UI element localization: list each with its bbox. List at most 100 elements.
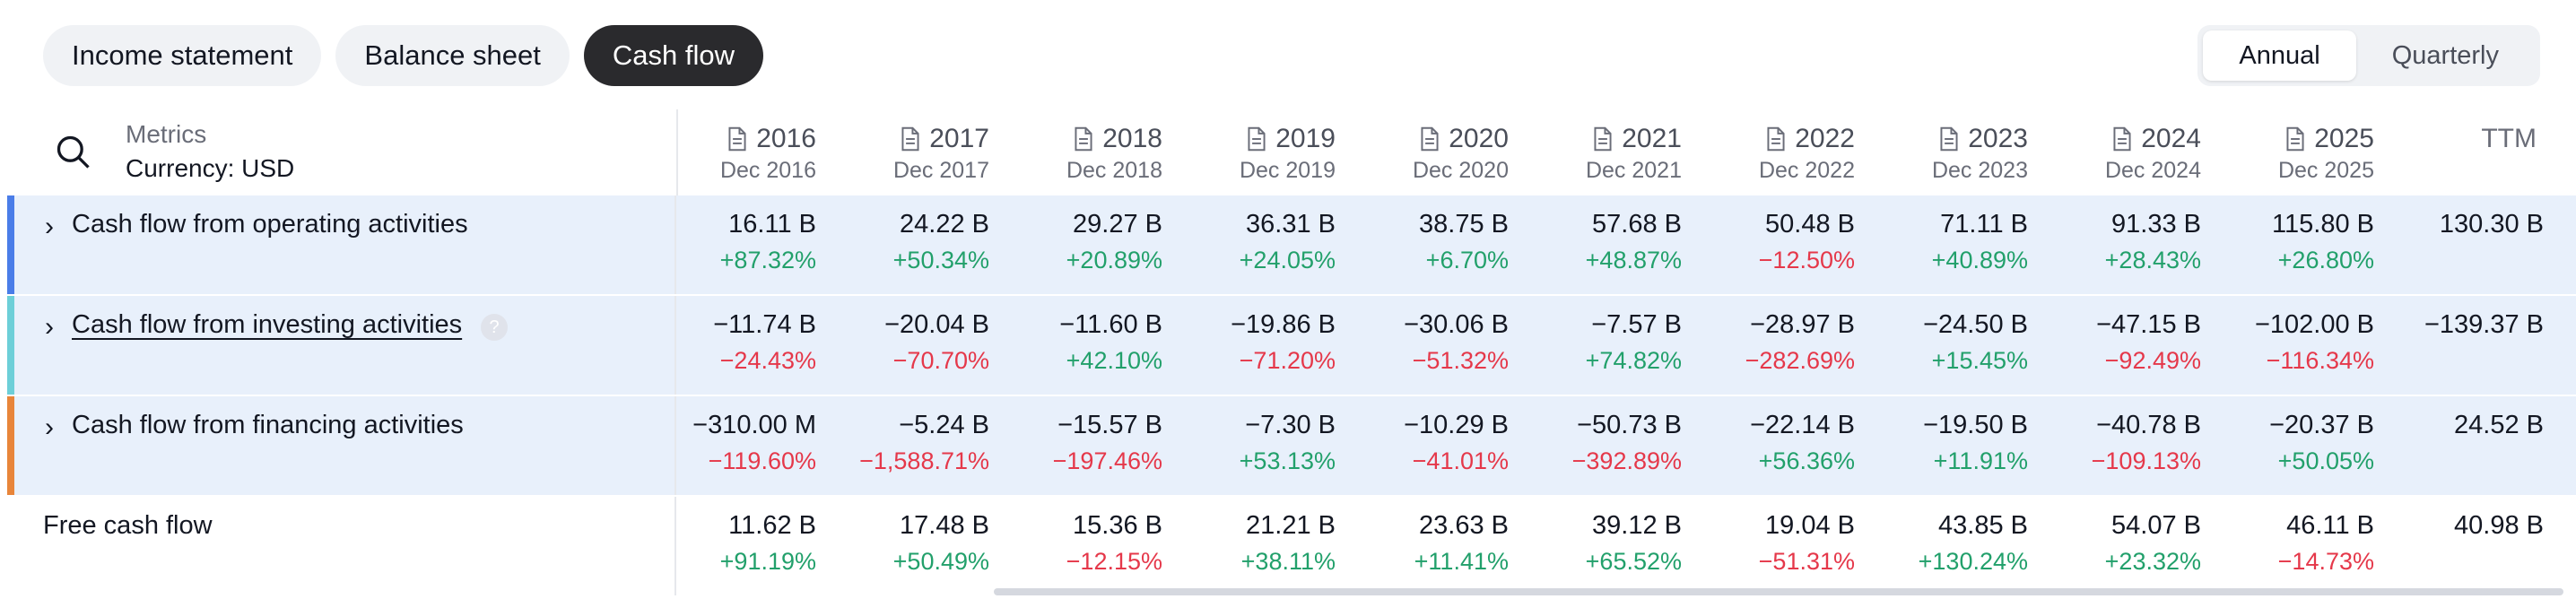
document-icon[interactable] <box>1074 126 1093 152</box>
value-cell: −47.15 B −92.49% <box>2040 310 2201 375</box>
column-header-2024: 2024 Dec 2024 <box>2040 124 2201 184</box>
tab-cash-flow[interactable]: Cash flow <box>583 25 763 86</box>
cell-change: +48.87% <box>1585 247 1682 273</box>
cell-change: +130.24% <box>1918 548 2028 575</box>
value-cell: 54.07 B +23.32% <box>2040 511 2201 576</box>
value-cell: 115.80 B +26.80% <box>2213 210 2374 274</box>
value-cell: −19.50 B +11.91% <box>1867 411 2028 475</box>
column-period: Dec 2024 <box>2104 158 2201 183</box>
horizontal-scrollbar[interactable] <box>994 588 2563 595</box>
cell-value: −102.00 B <box>2254 310 2374 339</box>
ttm-label: TTM <box>2481 124 2537 153</box>
cell-value: 24.22 B <box>900 210 989 239</box>
cell-change: −282.69% <box>1745 347 1855 374</box>
cell-value: 39.12 B <box>1592 511 1682 540</box>
cell-value: 21.21 B <box>1246 511 1336 540</box>
table-row[interactable]: › Cash flow from financing activities −310… <box>7 396 2576 495</box>
document-icon[interactable] <box>901 126 920 152</box>
cash-flow-table: Metrics Currency: USD 2016 Dec 2016 2017 De… <box>7 109 2576 597</box>
cell-value: −11.74 B <box>713 310 816 339</box>
cell-value: −139.37 B <box>2424 310 2544 339</box>
document-icon[interactable] <box>1593 126 1613 152</box>
cell-change: +20.89% <box>1066 247 1162 273</box>
value-cell: 91.33 B +28.43% <box>2040 210 2201 274</box>
chevron-right-icon[interactable]: › <box>45 312 54 342</box>
value-cell: 40.98 B <box>2382 511 2544 541</box>
cell-value: 38.75 B <box>1419 210 1509 239</box>
cell-change: −41.01% <box>1412 447 1509 474</box>
value-cell: 130.30 B <box>2382 210 2544 239</box>
value-cell: 50.48 B −12.50% <box>1693 210 1855 274</box>
metrics-header: Metrics Currency: USD <box>7 109 678 195</box>
column-year: 2019 <box>1174 124 1336 154</box>
column-header-2018: 2018 Dec 2018 <box>1001 124 1162 184</box>
cell-value: 19.04 B <box>1765 511 1855 540</box>
column-year: 2022 <box>1693 124 1855 154</box>
column-header-2020: 2020 Dec 2020 <box>1347 124 1509 184</box>
statement-tabs: Income statement Balance sheet Cash flow <box>43 25 763 86</box>
row-label[interactable]: Cash flow from investing activities <box>72 310 463 339</box>
cell-change: −197.46% <box>1052 447 1162 474</box>
tab-income-statement[interactable]: Income statement <box>43 25 322 86</box>
cell-value: −22.14 B <box>1750 411 1855 439</box>
cell-change: +40.89% <box>1931 247 2028 273</box>
cell-change: +26.80% <box>2277 247 2374 273</box>
document-icon[interactable] <box>1420 126 1440 152</box>
column-period: Dec 2022 <box>1758 158 1855 183</box>
document-icon[interactable] <box>1939 126 1959 152</box>
value-cell: −19.86 B −71.20% <box>1174 310 1336 375</box>
document-icon[interactable] <box>1247 126 1266 152</box>
cell-change: +50.49% <box>892 548 989 575</box>
document-icon[interactable] <box>2285 126 2305 152</box>
column-period: Dec 2020 <box>1412 158 1509 183</box>
cell-value: 17.48 B <box>900 511 989 540</box>
cell-change: −92.49% <box>2104 347 2201 374</box>
column-year: 2021 <box>1520 124 1682 154</box>
row-label: Cash flow from operating activities <box>72 210 468 239</box>
cell-change: +50.34% <box>892 247 989 273</box>
document-icon[interactable] <box>727 126 747 152</box>
search-icon[interactable] <box>54 133 93 172</box>
cell-change: −14.73% <box>2277 548 2374 575</box>
column-period: Dec 2016 <box>719 158 816 183</box>
cell-value: −310.00 M <box>692 411 816 439</box>
cell-change: +42.10% <box>1066 347 1162 374</box>
cell-change: +38.11% <box>1240 548 1336 575</box>
cell-value: −30.06 B <box>1404 310 1509 339</box>
cell-change: +15.45% <box>1931 347 2028 374</box>
value-cell: 21.21 B +38.11% <box>1174 511 1336 576</box>
cell-value: −20.04 B <box>884 310 989 339</box>
help-icon[interactable]: ? <box>481 314 508 341</box>
period-annual-button[interactable]: Annual <box>2203 30 2356 81</box>
period-quarterly-button[interactable]: Quarterly <box>2391 40 2499 70</box>
table-row[interactable]: › Cash flow from operating activities 16.1… <box>7 195 2576 294</box>
cell-value: 29.27 B <box>1073 210 1162 239</box>
cell-value: 50.48 B <box>1765 210 1855 239</box>
document-icon[interactable] <box>2112 126 2132 152</box>
cell-change: +50.05% <box>2277 447 2374 474</box>
cell-value: −47.15 B <box>2096 310 2201 339</box>
tab-balance-sheet[interactable]: Balance sheet <box>335 25 570 86</box>
table-row[interactable]: › Cash flow from investing activities? −11… <box>7 296 2576 395</box>
document-icon[interactable] <box>1766 126 1786 152</box>
value-cell: 24.52 B <box>2382 411 2544 440</box>
cell-change: +53.13% <box>1239 447 1336 474</box>
row-label: Cash flow from financing activities <box>72 411 464 439</box>
cell-change: +91.19% <box>719 548 816 575</box>
column-period: Dec 2023 <box>1931 158 2028 183</box>
cell-value: 130.30 B <box>2439 210 2544 239</box>
row-label-cell: Free cash flow <box>7 497 676 595</box>
chevron-right-icon[interactable]: › <box>45 212 54 241</box>
cell-value: 46.11 B <box>2286 511 2374 540</box>
period-toggle: Annual Quarterly <box>2197 25 2540 86</box>
column-year: 2018 <box>1001 124 1162 154</box>
column-year-text: 2021 <box>1622 124 1682 153</box>
cell-change: −51.31% <box>1758 548 1855 575</box>
cell-change: −12.15% <box>1066 548 1162 575</box>
cell-value: 16.11 B <box>728 210 816 239</box>
chevron-right-icon[interactable]: › <box>45 412 54 442</box>
value-cell: 46.11 B −14.73% <box>2213 511 2374 576</box>
column-period: Dec 2018 <box>1066 158 1162 183</box>
value-cell: 16.11 B +87.32% <box>655 210 816 274</box>
